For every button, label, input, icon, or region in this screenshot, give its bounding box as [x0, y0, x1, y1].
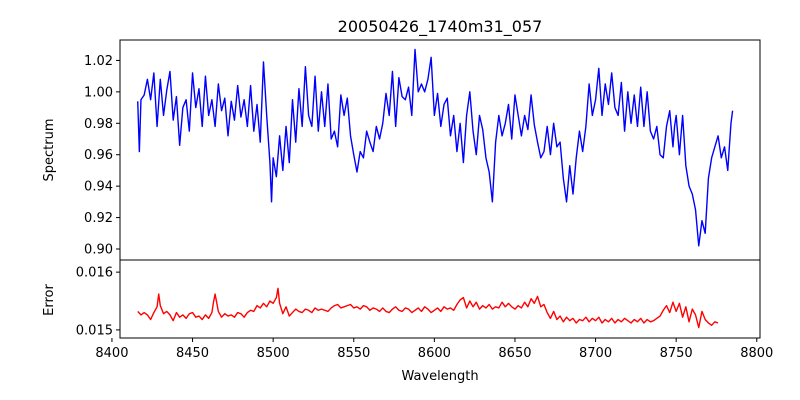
x-axis-label: Wavelength: [401, 369, 478, 384]
spectrum-y-tick-label: 0.98: [84, 117, 113, 132]
error-y-axis-label: Error: [42, 284, 57, 316]
spectrum-y-tick-label: 0.92: [84, 211, 113, 226]
spectrum-y-tick-label: 0.96: [84, 148, 113, 163]
spectrum-panel: 0.90 0.92 0.94 0.96 0.98 1.00 1.02 Spectrum: [42, 39, 761, 261]
error-axes-frame: [119, 259, 761, 339]
x-tick-label: 8650: [498, 346, 531, 361]
x-tick-label: 8750: [660, 346, 693, 361]
error-line: [137, 287, 719, 329]
spectrum-y-tick-label: 0.90: [84, 243, 113, 258]
x-axis-ticks: 8400 8450 8500 8550 8600 8650 8700 8750 8800: [95, 338, 773, 361]
spectrum-y-ticks: 0.90 0.92 0.94 0.96 0.98 1.00 1.02: [84, 54, 120, 258]
x-tick-label: 8700: [579, 346, 612, 361]
x-tick-label: 8800: [740, 346, 773, 361]
spectrum-line: [137, 48, 734, 247]
x-tick-label: 8550: [337, 346, 370, 361]
x-tick-label: 8500: [257, 346, 290, 361]
chart-title: 20050426_1740m31_057: [338, 17, 543, 37]
spectrum-y-tick-label: 1.00: [84, 85, 113, 100]
spectrum-y-tick-label: 1.02: [84, 54, 113, 69]
error-y-ticks: 0.015 0.016: [76, 266, 120, 338]
x-tick-label: 8400: [95, 346, 128, 361]
x-tick-label: 8450: [176, 346, 209, 361]
x-tick-label: 8600: [418, 346, 451, 361]
error-y-tick-label: 0.016: [76, 266, 113, 281]
spectrum-y-tick-label: 0.94: [84, 180, 113, 195]
spectrum-y-axis-label: Spectrum: [42, 119, 57, 182]
error-panel: 0.015 0.016 Error: [42, 259, 761, 339]
error-y-tick-label: 0.015: [76, 323, 113, 338]
